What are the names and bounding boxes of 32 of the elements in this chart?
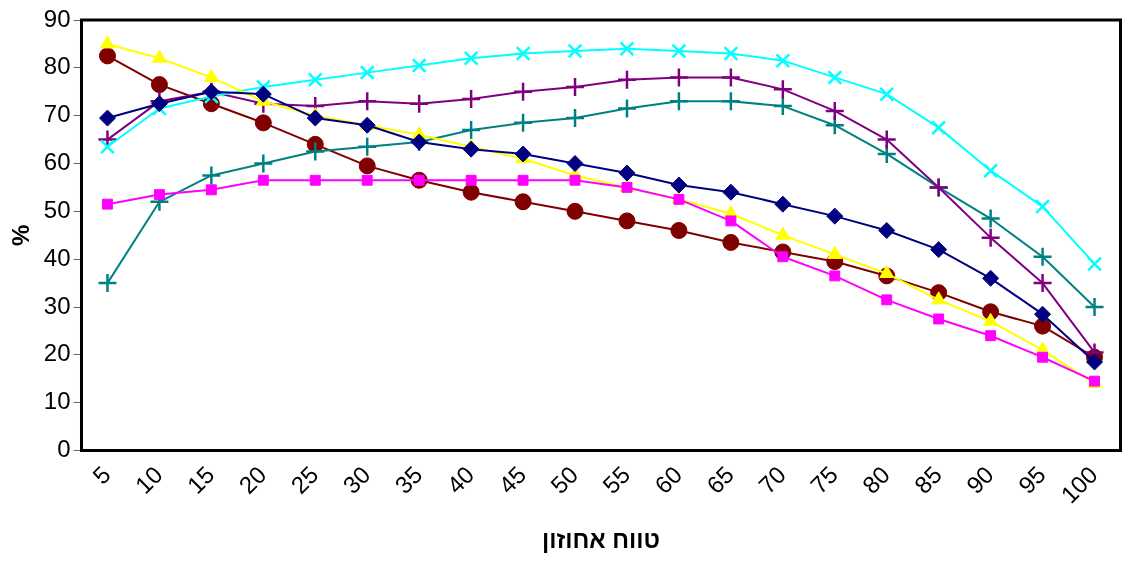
x-tick-label: 85 [908, 460, 947, 499]
x-tick-label: 70 [753, 460, 792, 499]
x-tick-label: 20 [233, 460, 272, 499]
y-axis-title: % [7, 224, 35, 246]
y-tick-label: 0 [57, 435, 71, 463]
x-tick-label: 90 [960, 460, 999, 499]
x-axis-title: טווח אחוזון [541, 526, 661, 554]
x-tick-label: 80 [856, 460, 895, 499]
x-tick-label: 50 [545, 460, 584, 499]
x-tick-label: 65 [701, 460, 740, 499]
x-tick-label: 5 [87, 460, 116, 490]
y-tick-label: 30 [43, 291, 71, 319]
x-tick-label: 10 [129, 460, 168, 499]
y-tick-label: 50 [43, 195, 71, 223]
y-tick-label: 80 [43, 52, 71, 80]
x-tick-label: 25 [285, 460, 324, 499]
x-tick-label: 55 [597, 460, 636, 499]
y-tick-label: 20 [43, 339, 71, 367]
x-tick-label: 60 [649, 460, 688, 499]
x-tick-label: 40 [441, 460, 480, 499]
x-tick-label: 45 [493, 460, 532, 499]
x-tick-label: 15 [181, 460, 220, 499]
y-tick-label: 60 [43, 148, 71, 176]
y-tick-label: 10 [43, 387, 71, 415]
x-tick-label: 30 [337, 460, 376, 499]
y-tick-label: 90 [43, 4, 71, 32]
x-tick-label: 95 [1012, 460, 1051, 499]
x-tick-label: 35 [389, 460, 428, 499]
y-tick-label: 40 [43, 243, 71, 271]
x-tick-label: 75 [805, 460, 843, 499]
x-tick-label: 100 [1055, 460, 1103, 509]
y-tick-label: 70 [43, 100, 71, 128]
